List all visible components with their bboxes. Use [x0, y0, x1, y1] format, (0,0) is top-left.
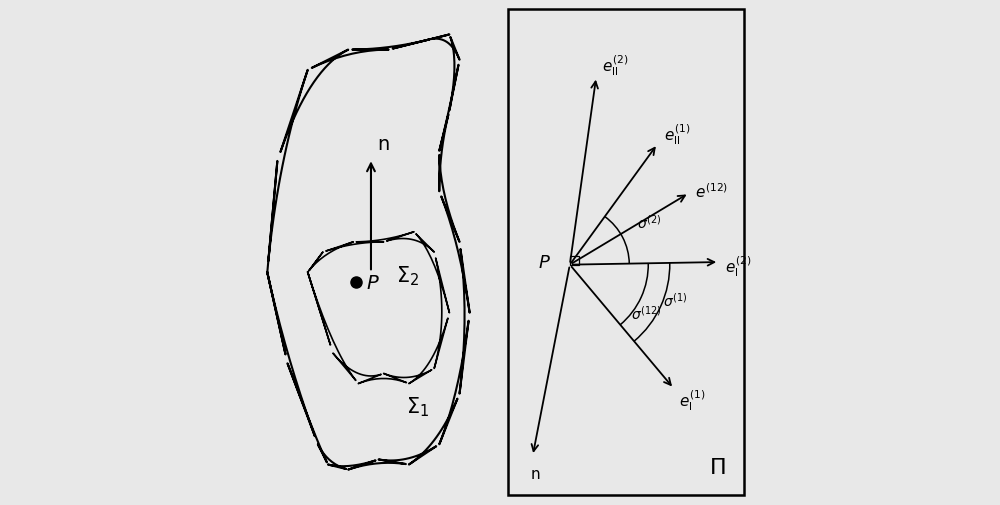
Text: $P$: $P$ — [538, 254, 551, 272]
Text: $e_{\mathrm{I}}^{(1)}$: $e_{\mathrm{I}}^{(1)}$ — [679, 388, 705, 413]
Text: $P$: $P$ — [366, 273, 380, 292]
Text: n: n — [530, 466, 540, 481]
Text: $\Pi$: $\Pi$ — [709, 457, 725, 477]
Bar — [508, 10, 744, 495]
Text: $\sigma^{(2)}$: $\sigma^{(2)}$ — [637, 213, 661, 231]
Text: $\Sigma_2$: $\Sigma_2$ — [396, 264, 420, 287]
Text: $e_{\mathrm{II}}^{(1)}$: $e_{\mathrm{II}}^{(1)}$ — [664, 122, 690, 147]
Text: $e^{(12)}$: $e^{(12)}$ — [695, 182, 728, 200]
Text: $\Sigma_1$: $\Sigma_1$ — [406, 395, 430, 418]
Text: $e_{\mathrm{II}}^{(2)}$: $e_{\mathrm{II}}^{(2)}$ — [602, 53, 629, 77]
Text: $\sigma^{(12)}$: $\sigma^{(12)}$ — [631, 304, 661, 322]
Text: $e_{\mathrm{I}}^{(2)}$: $e_{\mathrm{I}}^{(2)}$ — [725, 254, 751, 279]
Text: $\sigma^{(1)}$: $\sigma^{(1)}$ — [663, 291, 688, 310]
Text: n: n — [378, 135, 390, 154]
